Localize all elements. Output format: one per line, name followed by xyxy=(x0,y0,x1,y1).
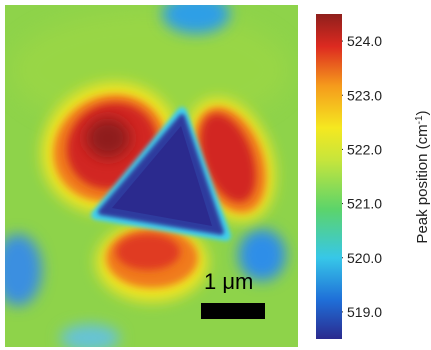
colorbar-label-main: Peak position (cm xyxy=(414,124,431,243)
colorbar-tick-label-box xyxy=(343,139,399,160)
colorbar-tick-label-box xyxy=(343,31,399,52)
colorbar-tick-label: 522.0 xyxy=(347,141,382,157)
scale-bar-line xyxy=(201,303,265,319)
colorbar-tick-label-box xyxy=(343,247,399,268)
colorbar: 524.0 523.0 522.0 521.0 520.0 519.0 Peak posi… xyxy=(316,14,431,339)
spot-top xyxy=(162,5,230,34)
colorbar-tick-label-box xyxy=(343,301,399,322)
lobe-upper-right xyxy=(184,98,276,222)
lobe-bottom xyxy=(96,222,208,302)
colorbar-tick-label-box xyxy=(343,85,399,106)
colorbar-tick-label: 519.0 xyxy=(347,304,382,320)
colorbar-tick-label: 524.0 xyxy=(347,33,382,49)
colorbar-tick-label: 523.0 xyxy=(347,87,382,103)
spot-right xyxy=(238,229,286,281)
colorbar-axis-label: Peak position (cm-1) xyxy=(414,110,431,243)
heatmap xyxy=(5,5,298,347)
colorbar-tick-label: 520.0 xyxy=(347,250,382,266)
colorbar-ticks: 524.0 523.0 522.0 521.0 520.0 519.0 xyxy=(342,31,399,322)
spot-left xyxy=(5,234,42,306)
scale-bar-label: 1 μm xyxy=(204,269,253,294)
scale-bar: 1 μm xyxy=(201,269,265,319)
triangle-inner xyxy=(112,126,212,226)
spot-lower-left xyxy=(60,324,120,347)
colorbar-gradient xyxy=(316,14,342,339)
colorbar-tick-label-box xyxy=(343,193,399,214)
colorbar-label-close: ) xyxy=(414,110,431,115)
colorbar-label-sup: -1 xyxy=(414,115,425,124)
colorbar-tick-label: 521.0 xyxy=(347,196,382,212)
